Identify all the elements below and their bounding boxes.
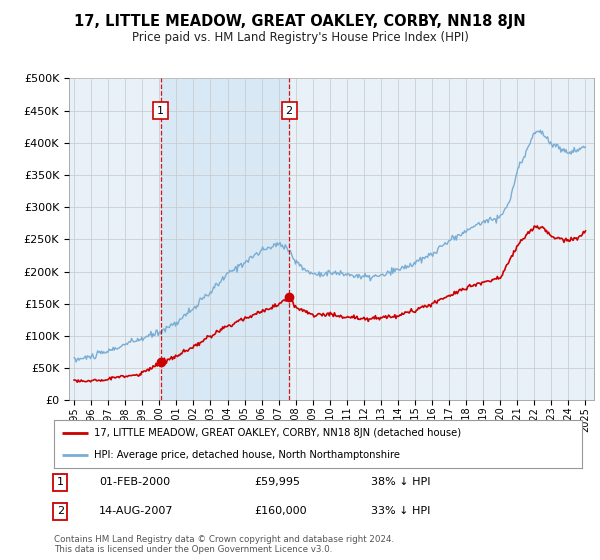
Text: £59,995: £59,995 [254, 477, 301, 487]
Text: 17, LITTLE MEADOW, GREAT OAKLEY, CORBY, NN18 8JN: 17, LITTLE MEADOW, GREAT OAKLEY, CORBY, … [74, 14, 526, 29]
Text: 01-FEB-2000: 01-FEB-2000 [99, 477, 170, 487]
Text: 2: 2 [286, 106, 293, 115]
Text: £160,000: £160,000 [254, 506, 307, 516]
Text: HPI: Average price, detached house, North Northamptonshire: HPI: Average price, detached house, Nort… [94, 450, 400, 460]
Text: Price paid vs. HM Land Registry's House Price Index (HPI): Price paid vs. HM Land Registry's House … [131, 31, 469, 44]
Text: 1: 1 [157, 106, 164, 115]
Text: 38% ↓ HPI: 38% ↓ HPI [371, 477, 430, 487]
Text: 1: 1 [57, 477, 64, 487]
Text: 14-AUG-2007: 14-AUG-2007 [99, 506, 173, 516]
Bar [161, 78, 289, 400]
Text: Contains HM Land Registry data © Crown copyright and database right 2024.
This d: Contains HM Land Registry data © Crown c… [54, 535, 394, 554]
Text: 17, LITTLE MEADOW, GREAT OAKLEY, CORBY, NN18 8JN (detached house): 17, LITTLE MEADOW, GREAT OAKLEY, CORBY, … [94, 428, 461, 438]
Text: 2: 2 [57, 506, 64, 516]
Text: 33% ↓ HPI: 33% ↓ HPI [371, 506, 430, 516]
